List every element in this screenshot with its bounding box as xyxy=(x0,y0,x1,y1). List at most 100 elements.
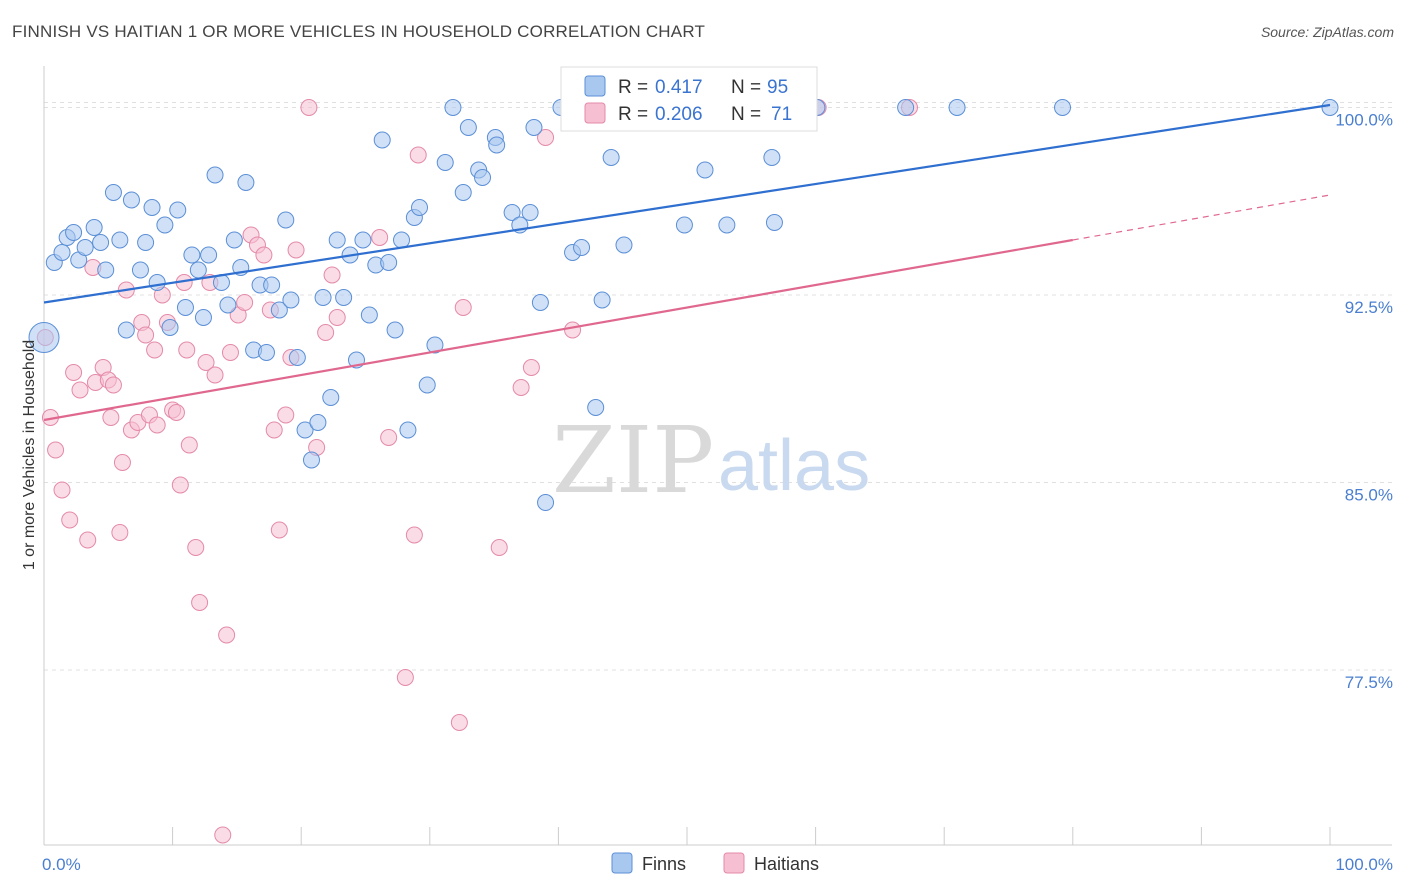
finns-point xyxy=(137,234,155,251)
finns-point xyxy=(411,199,429,216)
haitians-point xyxy=(323,266,341,284)
finns-point xyxy=(225,231,243,249)
axis-layer: 77.5% 85.0% 92.5% 100.0% 0.0% 100.0% xyxy=(42,66,1393,874)
haitians-point xyxy=(53,481,71,499)
legend-r-label-finns: R = xyxy=(618,77,648,98)
haitians-point xyxy=(171,476,189,494)
finns-point xyxy=(263,276,281,294)
finns-point xyxy=(696,161,714,179)
finns-point xyxy=(237,174,255,191)
legend-n-value-haitians: 71 xyxy=(771,104,792,125)
finns-point xyxy=(335,289,353,306)
finns-point xyxy=(169,201,187,219)
finns-point xyxy=(156,216,174,234)
finns-point xyxy=(176,299,194,316)
source-label: Source: ZipAtlas.com xyxy=(1260,24,1394,40)
finns-point xyxy=(444,99,462,116)
haitians-point xyxy=(236,294,254,311)
y-tick-label: 77.5% xyxy=(1345,673,1393,692)
finns-point xyxy=(328,231,346,249)
bottom-legend-swatch-haitians xyxy=(723,852,745,874)
haitians-points xyxy=(36,99,918,844)
haitians-point xyxy=(111,524,129,541)
haitians-point xyxy=(454,299,472,316)
finns-point xyxy=(296,421,314,439)
finns-point xyxy=(897,99,915,116)
haitians-point xyxy=(137,326,155,344)
finns-point xyxy=(399,421,417,439)
finns-points xyxy=(28,99,1339,511)
haitians-point xyxy=(490,539,508,556)
finns-point xyxy=(436,154,454,171)
bottom-legend-label-haitians: Haitians xyxy=(754,854,819,874)
finns-point xyxy=(219,296,237,314)
finns-point xyxy=(270,301,288,319)
legend-n-value-finns: 95 xyxy=(767,77,788,98)
trend-layer xyxy=(43,103,1331,422)
finns-point xyxy=(97,261,115,279)
finns-point xyxy=(309,414,327,431)
x-tick-label-max: 100.0% xyxy=(1335,855,1393,874)
finns-point xyxy=(92,234,110,251)
finns-point xyxy=(675,216,693,234)
finns-point xyxy=(454,184,472,201)
finns-point xyxy=(143,199,161,216)
finns-point xyxy=(763,149,781,166)
haitians-point xyxy=(328,309,346,326)
finns-point xyxy=(615,236,633,254)
finns-point xyxy=(360,306,378,324)
haitians-point xyxy=(180,436,198,454)
haitians-point xyxy=(206,366,224,384)
finns-point xyxy=(602,149,620,166)
finns-point xyxy=(277,211,295,229)
haitians-point xyxy=(300,99,318,116)
finns-point xyxy=(573,239,591,256)
finns-point xyxy=(200,246,218,264)
finns-point xyxy=(183,246,201,264)
haitians-trend-extension xyxy=(1072,194,1331,241)
finns-point xyxy=(474,169,492,186)
haitians-point xyxy=(146,341,164,359)
bottom-legend: Finns Haitians xyxy=(611,852,819,874)
finns-point xyxy=(948,99,966,116)
haitians-point xyxy=(405,526,423,544)
legend-r-value-finns: 0.417 xyxy=(655,77,703,98)
haitians-point xyxy=(221,344,239,361)
finns-point xyxy=(302,451,320,469)
bottom-legend-label-finns: Finns xyxy=(642,854,686,874)
haitians-point xyxy=(380,429,398,446)
finns-point xyxy=(131,261,149,279)
finns-trend-line xyxy=(43,103,1331,304)
haitians-point xyxy=(214,826,232,844)
finns-point xyxy=(593,291,611,309)
finns-point xyxy=(257,344,275,361)
haitians-point xyxy=(522,359,540,376)
watermark-zip: ZIP xyxy=(552,407,714,514)
finns-point xyxy=(426,336,444,354)
finns-point xyxy=(161,319,179,336)
haitians-point xyxy=(148,416,166,434)
finns-point xyxy=(76,239,94,256)
finns-point xyxy=(122,191,140,209)
haitians-point xyxy=(191,594,209,611)
haitians-point xyxy=(512,379,530,396)
y-tick-label: 85.0% xyxy=(1345,486,1393,505)
finns-point xyxy=(194,309,212,326)
finns-point xyxy=(373,131,391,149)
haitians-point xyxy=(270,521,288,539)
finns-point xyxy=(282,291,300,309)
finns-point xyxy=(354,231,372,249)
haitians-point xyxy=(197,354,215,371)
legend-r-label-haitians: R = xyxy=(618,104,648,125)
finns-point xyxy=(418,376,436,394)
finns-point xyxy=(206,166,224,184)
haitians-point xyxy=(564,321,582,339)
haitians-point xyxy=(79,531,97,549)
x-tick-label-min: 0.0% xyxy=(42,855,81,874)
haitians-point xyxy=(450,714,468,731)
finns-point xyxy=(386,321,404,339)
haitians-point xyxy=(187,539,205,556)
finns-point xyxy=(117,321,135,339)
finns-point xyxy=(531,294,549,311)
